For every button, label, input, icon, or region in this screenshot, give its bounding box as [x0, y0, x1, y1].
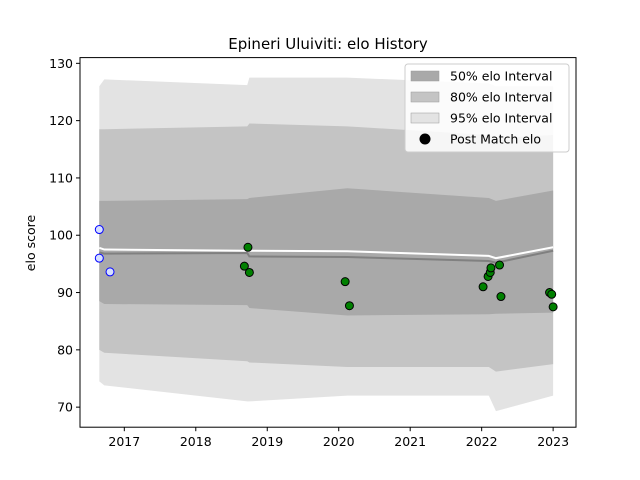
initial-elo-point — [94, 253, 104, 263]
elo-lines — [98, 246, 554, 264]
post-match-points — [94, 225, 558, 312]
x-tick-label: 2018 — [180, 434, 212, 449]
y-tick-label: 130 — [49, 56, 73, 71]
y-axis-title: elo score — [23, 215, 38, 272]
legend-frame — [404, 63, 570, 153]
legend-swatch — [410, 70, 440, 82]
post-match-elo-point — [495, 260, 505, 270]
post-match-elo-point — [478, 282, 488, 292]
initial-elo-point — [105, 267, 115, 277]
y-tick-label: 70 — [57, 400, 73, 415]
chart-title: Epineri Uluiviti: elo History — [228, 35, 428, 53]
mean-elo-line — [98, 246, 554, 260]
post-match-elo-point — [243, 242, 253, 252]
post-match-elo-point — [344, 301, 354, 311]
post-match-elo-point — [496, 292, 506, 302]
legend-marker — [419, 133, 431, 145]
legend-label: 50% elo Interval — [450, 69, 552, 84]
y-axis: 70 80 90 100 110 120 130 — [49, 56, 80, 415]
y-tick-label: 100 — [49, 228, 73, 243]
legend-swatch — [410, 91, 440, 103]
post-match-elo-point — [486, 263, 496, 273]
post-match-elo-point — [548, 302, 558, 312]
x-tick-label: 2017 — [108, 434, 140, 449]
y-tick-label: 90 — [57, 285, 73, 300]
legend-label: 80% elo Interval — [450, 90, 552, 105]
post-match-elo-point — [239, 261, 249, 271]
post-match-elo-point — [340, 277, 350, 287]
median-elo-line — [99, 249, 554, 264]
post-match-elo-point — [244, 267, 254, 277]
x-tick-label: 2019 — [251, 434, 283, 449]
legend: 50% elo Interval 80% elo Interval 95% elo … — [404, 63, 570, 153]
y-tick-label: 120 — [49, 113, 73, 128]
x-tick-label: 2022 — [466, 434, 498, 449]
initial-elo-point — [94, 225, 104, 235]
x-tick-label: 2021 — [394, 434, 426, 449]
x-tick-label: 2020 — [323, 434, 355, 449]
post-match-elo-point — [547, 289, 557, 299]
legend-label: Post Match elo — [450, 132, 541, 147]
x-axis: 2017 2018 2019 2020 2021 2022 2023 — [108, 427, 569, 449]
y-tick-label: 110 — [49, 170, 73, 185]
y-tick-label: 80 — [57, 342, 73, 357]
interval-bands — [99, 77, 554, 412]
legend-label: 95% elo Interval — [450, 111, 552, 126]
plot-frame — [79, 57, 577, 428]
x-tick-label: 2023 — [537, 434, 569, 449]
legend-swatch — [410, 112, 440, 124]
